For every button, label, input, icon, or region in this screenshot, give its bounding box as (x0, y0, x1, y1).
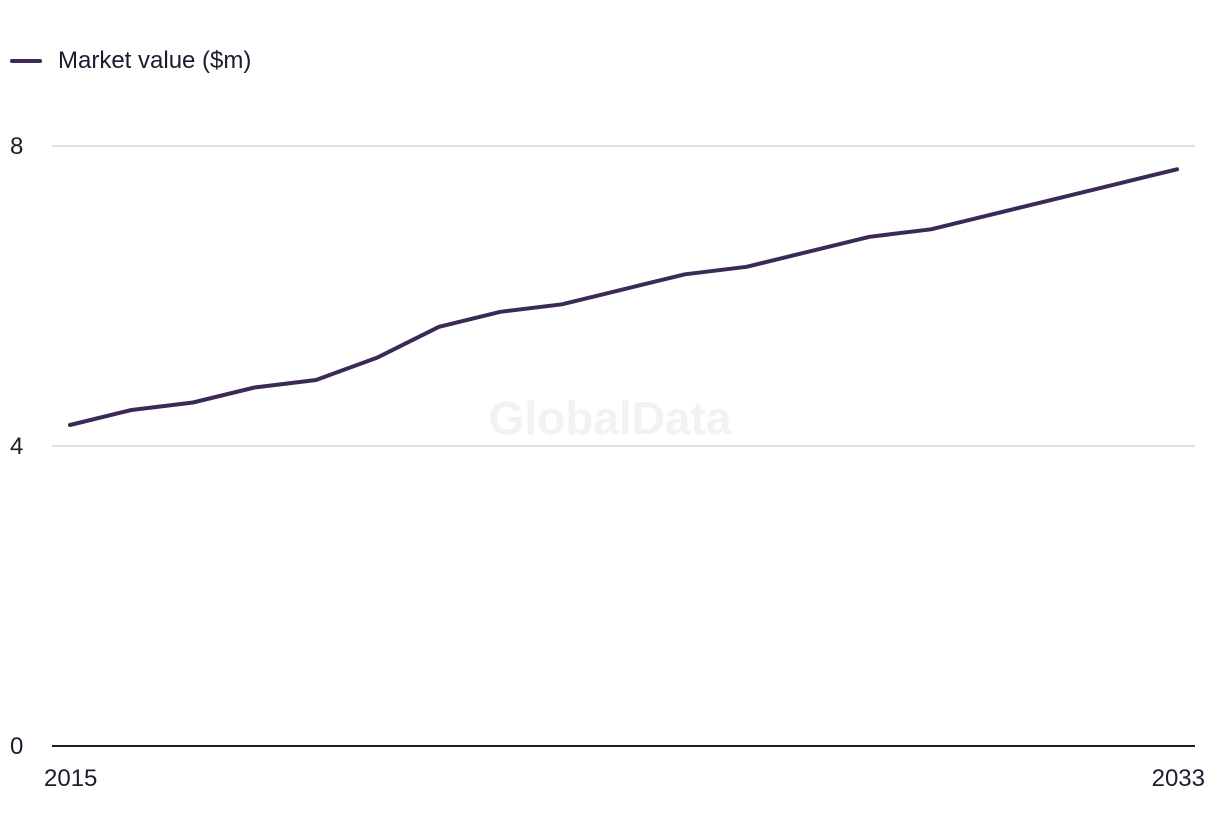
legend: Market value ($m) (10, 44, 251, 78)
data-point (437, 325, 441, 329)
y-tick-label: 0 (10, 733, 23, 760)
data-point (1052, 197, 1056, 201)
data-point (499, 310, 503, 314)
data-point (560, 302, 564, 306)
watermark: GlobalData (489, 392, 732, 444)
data-point (1114, 182, 1118, 186)
y-tick-label: 4 (10, 433, 23, 460)
series-line (68, 167, 1179, 427)
data-point (1175, 167, 1179, 171)
data-point (868, 235, 872, 239)
y-axis-tick-labels: 0 4 8 (10, 133, 23, 760)
legend-swatch (10, 59, 42, 63)
y-tick-label: 8 (10, 133, 23, 160)
data-point (130, 408, 134, 412)
x-tick-label: 2033 (1152, 765, 1205, 792)
data-point (806, 250, 810, 254)
data-point (683, 272, 687, 276)
data-point (376, 356, 380, 360)
data-point (929, 227, 933, 231)
data-point (314, 378, 318, 382)
data-point (622, 287, 626, 291)
data-point (745, 265, 749, 269)
data-point (253, 386, 257, 390)
legend-label: Market value ($m) (58, 47, 252, 74)
x-axis-tick-labels: 2015 2033 (44, 765, 1205, 792)
data-point (191, 401, 195, 405)
data-point (991, 212, 995, 216)
series-group (68, 167, 1179, 427)
data-point (68, 423, 72, 427)
grid-lines (52, 145, 1195, 447)
x-tick-label: 2015 (44, 765, 97, 792)
